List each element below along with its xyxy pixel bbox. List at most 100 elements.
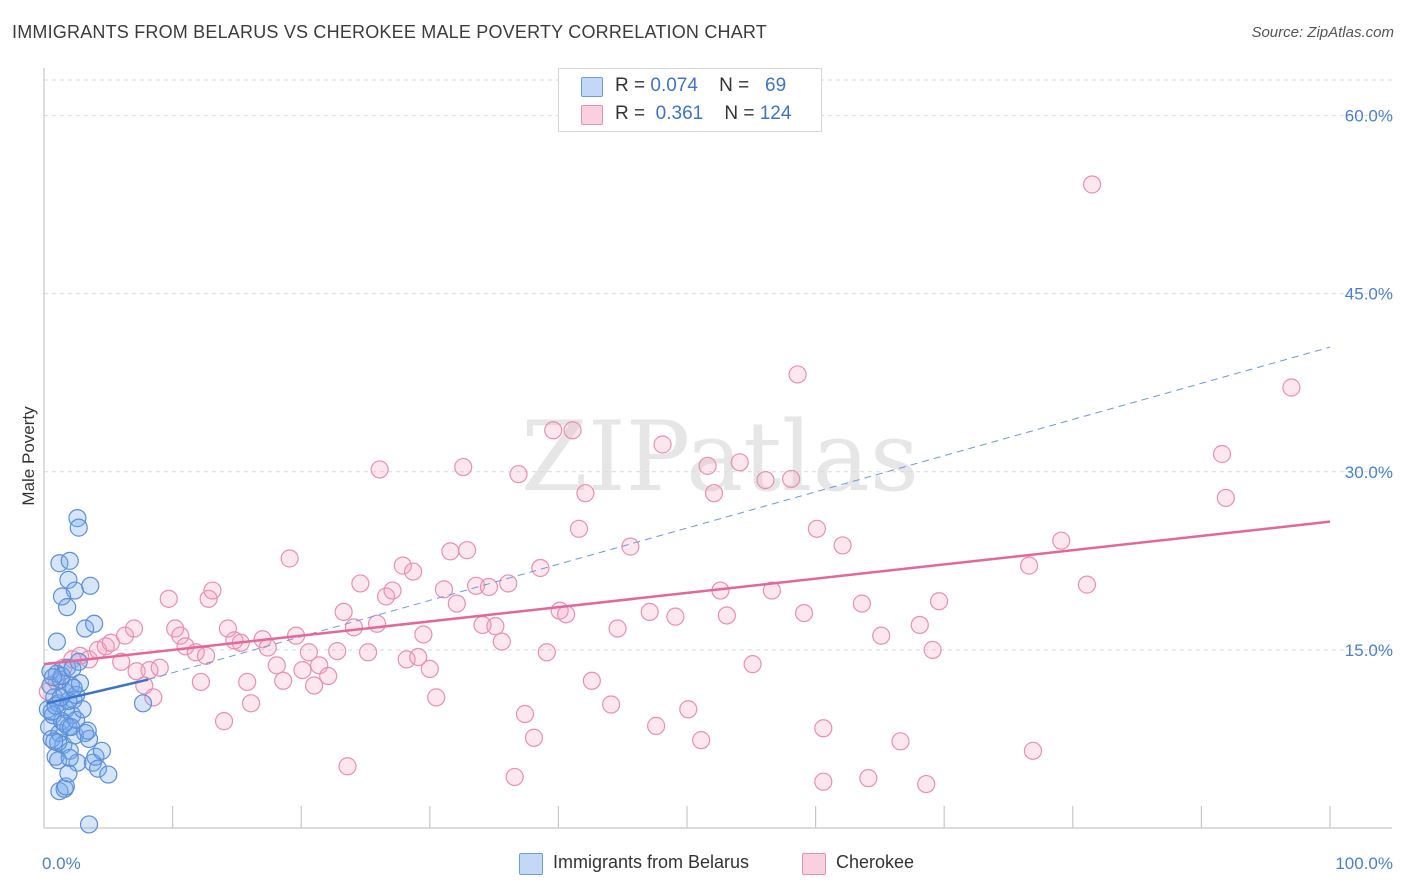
cherokee-swatch <box>802 853 826 875</box>
legend-label-cherokee: Cherokee <box>836 852 915 872</box>
belarus-swatch <box>519 853 543 875</box>
cherokee-point <box>531 558 550 578</box>
cherokee-point <box>1212 444 1232 464</box>
cherokee-point <box>692 731 711 750</box>
belarus-point <box>76 619 95 638</box>
cherokee-point <box>191 672 210 692</box>
y-tick-label: 60.0% <box>1345 107 1393 126</box>
cherokee-point <box>666 607 685 626</box>
cherokee-point <box>679 700 698 719</box>
cherokee-point <box>150 658 169 677</box>
cherokee-point <box>788 365 807 384</box>
n-label: N = <box>724 103 755 124</box>
belarus-trend-line <box>46 678 149 705</box>
cherokee-point <box>563 421 582 440</box>
belarus-points <box>38 509 153 834</box>
cherokee-point <box>328 641 347 661</box>
cherokee-point <box>640 602 659 622</box>
cherokee-point <box>704 484 724 503</box>
cherokee-point <box>454 457 473 477</box>
belarus-trend-extension <box>148 346 1331 681</box>
cherokee-point <box>267 656 286 675</box>
x-tick-label: 0.0% <box>42 854 81 873</box>
cherokee-point <box>457 541 477 560</box>
cherokee-point <box>730 453 749 472</box>
cherokee-point <box>544 421 563 440</box>
cherokee-point <box>492 632 511 651</box>
belarus-point <box>69 518 88 537</box>
belarus-point <box>85 614 104 633</box>
cherokee-point <box>441 542 460 561</box>
cherokee-point <box>383 581 402 600</box>
belarus-point <box>92 741 111 760</box>
cherokee-point <box>917 774 936 794</box>
belarus-point <box>59 764 78 783</box>
cherokee-point <box>127 662 146 681</box>
cherokee-point <box>515 704 535 724</box>
cherokee-point <box>397 650 416 669</box>
cherokee-point <box>304 676 324 695</box>
r-value-cherokee: 0.361 <box>655 103 704 124</box>
cherokee-point <box>872 626 891 645</box>
belarus-point <box>58 598 77 617</box>
cherokee-point <box>814 772 833 791</box>
cherokee-point <box>852 594 871 613</box>
cherokee-point <box>910 615 929 635</box>
cherokee-point <box>1077 575 1097 594</box>
belarus-point <box>73 700 92 719</box>
belarus-point <box>61 717 81 737</box>
cherokee-point <box>447 594 466 613</box>
cherokee-point <box>280 549 299 568</box>
cherokee-point <box>608 619 627 638</box>
cherokee-point <box>367 614 387 633</box>
source-label: Source: ZipAtlas.com <box>1251 24 1394 41</box>
cherokee-point <box>557 605 576 624</box>
cherokee-point <box>859 769 878 788</box>
cherokee-point <box>1216 488 1235 508</box>
cherokee-point <box>427 688 446 707</box>
cherokee-point <box>505 767 524 787</box>
cherokee-point <box>653 435 672 454</box>
belarus-point <box>45 732 64 751</box>
cherokee-point <box>420 659 439 679</box>
cherokee-point <box>319 666 338 686</box>
legend-label-belarus: Immigrants from Belarus <box>553 852 750 872</box>
cherokee-point <box>338 757 357 776</box>
cherokee-point <box>602 695 621 714</box>
cherokee-trend-line <box>43 520 1331 666</box>
cherokee-point <box>466 576 486 595</box>
belarus-swatch <box>581 77 603 97</box>
watermark: ZIPatlas <box>521 401 919 513</box>
cherokee-point <box>274 671 293 690</box>
belarus-point <box>59 570 78 589</box>
cherokee-point <box>414 625 433 644</box>
cherokee-point <box>576 484 595 503</box>
cherokee-point <box>203 581 222 600</box>
belarus-point <box>49 751 68 770</box>
cherokee-point <box>524 728 544 747</box>
cherokee-point <box>582 671 601 690</box>
cherokee-point <box>929 592 949 611</box>
cherokee-point <box>344 618 364 637</box>
belarus-point <box>99 765 118 784</box>
cherokee-point <box>569 519 589 538</box>
cherokee-point <box>833 536 852 555</box>
cherokee-point <box>509 465 528 484</box>
cherokee-point <box>486 617 505 636</box>
cherokee-point <box>782 469 801 489</box>
cherokee-point <box>351 574 370 593</box>
belarus-point <box>68 509 87 528</box>
r-label: R = <box>615 75 646 96</box>
belarus-point <box>81 576 100 595</box>
y-axis-label: Male Poverty <box>19 406 38 506</box>
x-tick-label: 100.0% <box>1335 854 1393 873</box>
cherokee-point <box>717 606 736 625</box>
cherokee-point <box>923 640 942 660</box>
y-tick-label: 45.0% <box>1345 285 1393 304</box>
cherokee-point <box>293 660 312 680</box>
r-value-belarus: 0.074 <box>650 75 698 96</box>
cherokee-point <box>621 537 640 556</box>
cherokee-point <box>238 672 257 692</box>
gridlines <box>44 79 1392 651</box>
belarus-point <box>64 678 83 697</box>
